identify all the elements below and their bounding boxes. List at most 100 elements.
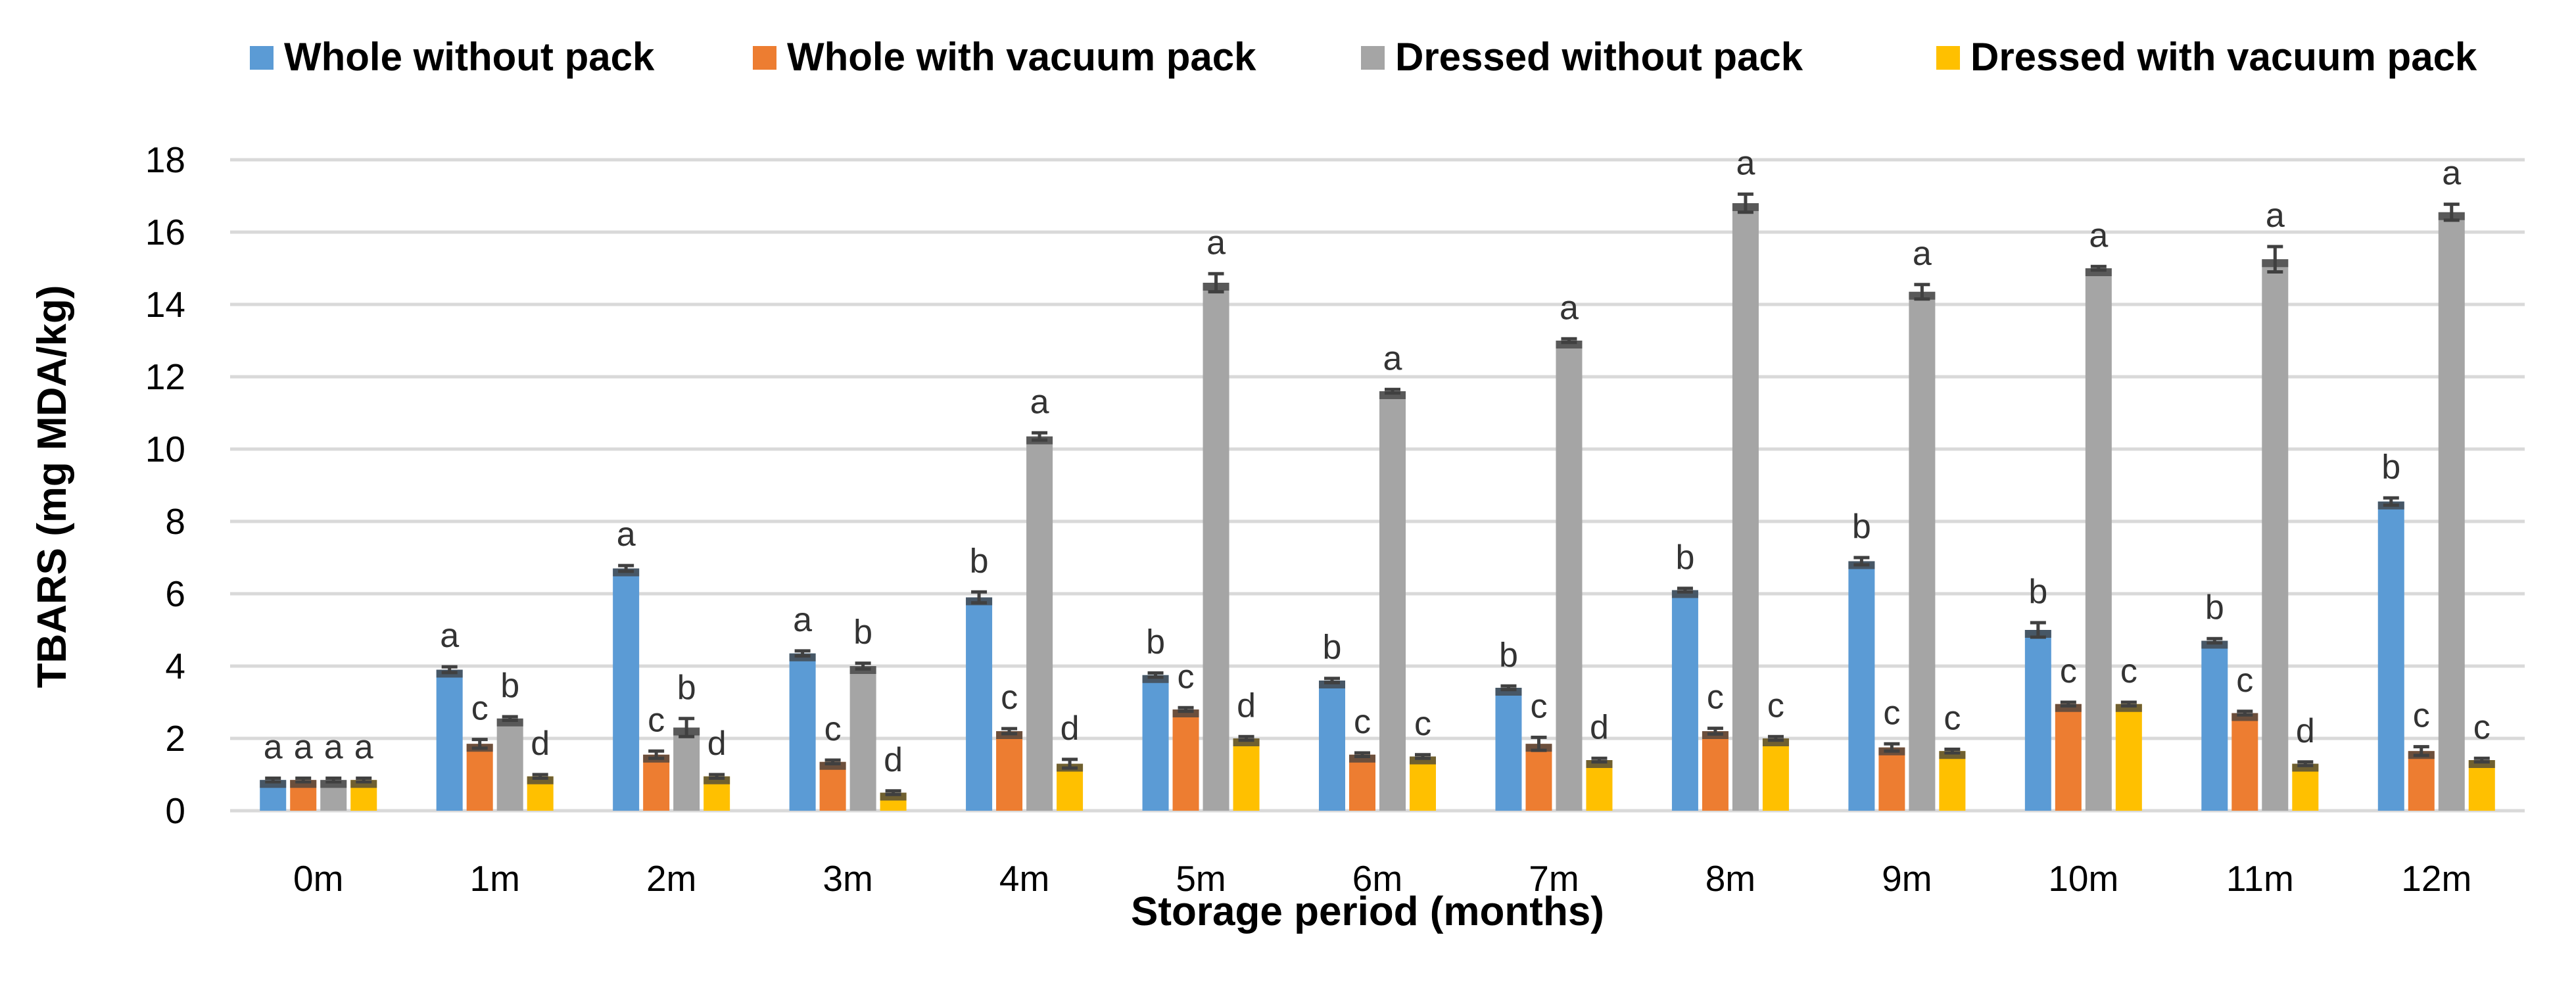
y-tick-label: 10 [145, 429, 185, 469]
y-tick-label: 12 [145, 356, 185, 397]
bar [1142, 675, 1169, 811]
bar [789, 653, 816, 811]
significance-label: a [793, 601, 812, 639]
significance-label: b [500, 667, 519, 705]
bar [2055, 704, 2082, 811]
legend-label: Dressed without pack [1395, 35, 1803, 79]
significance-label: c [1883, 694, 1900, 732]
significance-label: c [2120, 652, 2137, 690]
y-axis-title: TBARS (mg MDA/kg) [30, 285, 75, 688]
y-tick-label: 6 [165, 573, 185, 614]
significance-label: c [1001, 679, 1018, 717]
significance-label: d [1061, 709, 1080, 748]
significance-label: a [2442, 155, 2461, 193]
bar [2262, 259, 2289, 811]
bar [2231, 713, 2258, 811]
bar [1702, 731, 1729, 811]
significance-label: d [884, 741, 903, 779]
bar [436, 669, 463, 811]
bar [1410, 756, 1436, 811]
significance-label: c [2236, 661, 2253, 700]
significance-label: a [1206, 224, 1226, 262]
significance-label: c [471, 690, 489, 728]
significance-label: c [1414, 705, 1431, 743]
x-tick-label: 8m [1705, 858, 1755, 899]
x-tick-label: 9m [1882, 858, 1932, 899]
significance-label: c [2473, 708, 2491, 746]
legend-swatch [753, 46, 776, 70]
significance-label: b [1852, 508, 1871, 546]
significance-label: c [1767, 686, 1784, 725]
significance-labels: a a a aacbdacbdacbdbcadbcadbcacbcadbcacbcac… [264, 144, 2491, 779]
significance-label: b [853, 613, 872, 652]
x-tick-label: 7m [1529, 858, 1579, 899]
bar [643, 754, 670, 811]
bar [849, 666, 876, 811]
significance-label: c [1707, 679, 1724, 717]
significance-label: b [1146, 623, 1165, 661]
x-tick-label: 11m [2226, 858, 2294, 899]
y-tick-label: 16 [145, 212, 185, 252]
bar [2408, 751, 2435, 811]
bar [1671, 590, 1698, 811]
bar [966, 597, 993, 811]
legend-label: Whole without pack [284, 35, 655, 79]
significance-label: a [1913, 235, 1932, 273]
bar [2201, 640, 2228, 811]
significance-label: d [2296, 712, 2315, 750]
significance-label: b [1323, 629, 1342, 667]
x-axis-ticks: 0m 1m 2m 3m 4m 5m 6m 7m 8m 9m 10m 11m 12m [293, 858, 2471, 899]
y-tick-label: 4 [165, 646, 185, 686]
bar [996, 731, 1023, 811]
bar [1525, 744, 1552, 811]
bar [1556, 341, 1583, 811]
bar [1495, 688, 1522, 811]
bar [1732, 203, 1759, 811]
gridlines [230, 158, 2525, 813]
bar [2024, 630, 2051, 811]
bar [1203, 283, 1229, 811]
significance-label: c [824, 710, 842, 748]
legend-label: Whole with vacuum pack [787, 35, 1256, 79]
significance-label: c [1530, 687, 1547, 725]
significance-label: c [2060, 652, 2077, 690]
significance-label: b [1499, 636, 1518, 674]
x-tick-label: 6m [1352, 858, 1402, 899]
bars [260, 192, 2495, 811]
bar [819, 761, 846, 811]
bar [2115, 704, 2142, 811]
bar [2377, 501, 2404, 811]
significance-label: a [354, 729, 373, 767]
significance-label: a [1383, 339, 1402, 377]
significance-label: d [531, 725, 550, 763]
significance-label: a [2266, 197, 2285, 235]
significance-label: a [2089, 216, 2108, 254]
bar [1909, 291, 1936, 811]
legend: Whole without pack Whole with vacuum pack… [250, 35, 2477, 79]
y-axis-ticks: 0 2 4 6 8 10 12 14 16 18 [145, 139, 185, 831]
bar [466, 744, 493, 811]
significance-label: c [1178, 658, 1195, 696]
bar [1379, 391, 1406, 811]
significance-label: a [1030, 383, 1049, 421]
legend-swatch [1936, 46, 1960, 70]
legend-swatch [1361, 46, 1385, 70]
bar [673, 727, 700, 811]
bar [1172, 709, 1199, 811]
significance-label: a [1736, 144, 1755, 182]
y-tick-label: 0 [165, 790, 185, 831]
significance-label: a [617, 515, 636, 554]
bar [1319, 681, 1345, 811]
x-tick-label: 4m [999, 858, 1049, 899]
significance-label: a [324, 729, 343, 767]
bar [1586, 760, 1613, 811]
significance-label: b [2381, 448, 2400, 486]
x-tick-label: 10m [2048, 858, 2118, 899]
significance-label: b [2205, 588, 2224, 627]
significance-label: a [294, 729, 313, 767]
significance-label: c [648, 701, 665, 739]
significance-label: d [1590, 708, 1609, 746]
x-tick-label: 12m [2401, 858, 2471, 899]
